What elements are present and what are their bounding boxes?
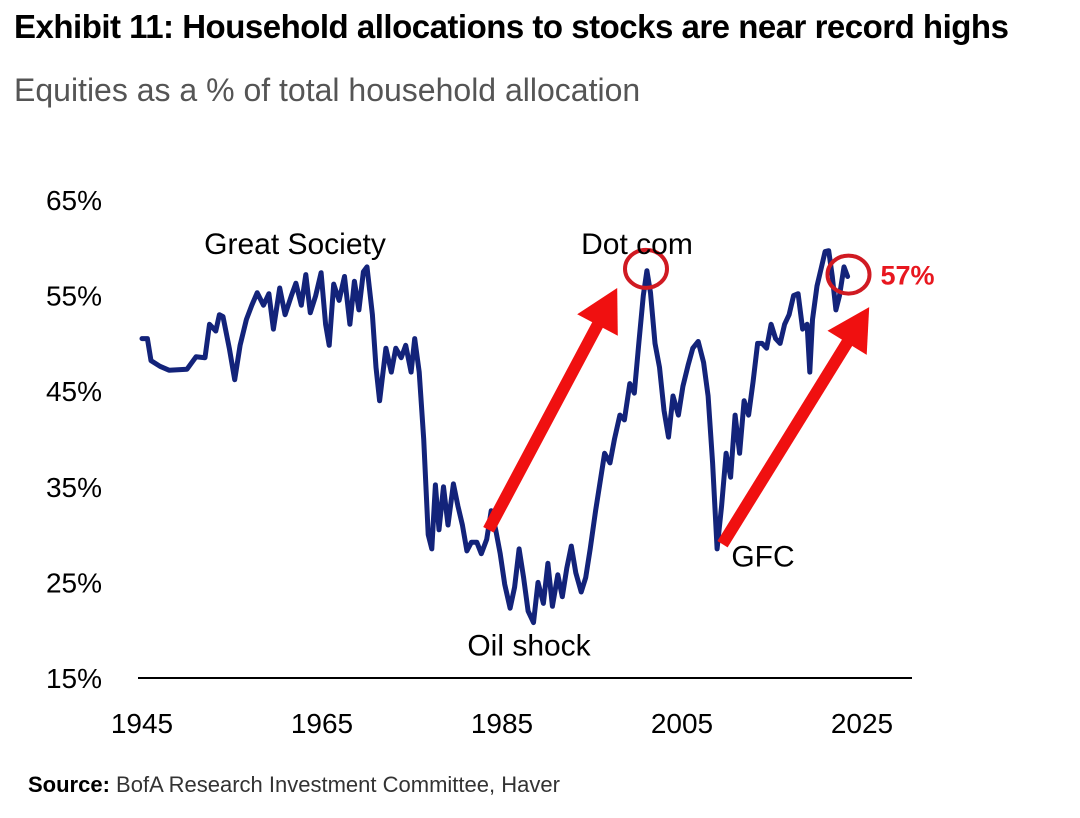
page-title: Exhibit 11: Household allocations to sto… [14, 8, 1009, 45]
source-label: Source: [28, 772, 110, 797]
y-tick-label: 55% [46, 281, 102, 312]
y-tick-label: 45% [46, 376, 102, 407]
arrow-head [577, 288, 618, 336]
highlight-circle [623, 247, 669, 290]
y-tick-label: 35% [46, 472, 102, 503]
x-tick-label: 1945 [111, 708, 173, 739]
x-tick-label: 2005 [651, 708, 713, 739]
arrow-shaft [483, 320, 604, 533]
series-line [139, 248, 851, 626]
source-text: BofA Research Investment Committee, Have… [116, 772, 560, 797]
y-axis-ticks: 15% 25% 35% 45% 55% 65% [46, 185, 102, 694]
page-subtitle: Equities as a % of total household alloc… [14, 72, 641, 108]
arrow-head [827, 307, 870, 355]
annotation-label: Oil shock [467, 630, 591, 663]
highlight-circle [825, 253, 872, 296]
annotation-label: GFC [731, 541, 794, 574]
arrow-group [483, 288, 870, 548]
x-tick-label: 1965 [291, 708, 353, 739]
arrow-shaft [717, 337, 854, 548]
x-tick-label: 2025 [831, 708, 893, 739]
x-axis-ticks: 1945 1965 1985 2005 2025 [111, 708, 893, 739]
annotation-label: Dot com [581, 228, 693, 261]
annotation-label: Great Society [204, 228, 386, 261]
x-tick-label: 1985 [471, 708, 533, 739]
y-tick-label: 15% [46, 663, 102, 694]
circle-group [623, 247, 872, 296]
annotation-group: Great Society Dot com Oil shock GFC 57% [204, 228, 934, 663]
source-note: Source: BofA Research Investment Committ… [28, 772, 560, 798]
callout-label: 57% [881, 261, 935, 291]
y-tick-label: 65% [46, 185, 102, 216]
series-group [139, 248, 851, 626]
y-tick-label: 25% [46, 567, 102, 598]
